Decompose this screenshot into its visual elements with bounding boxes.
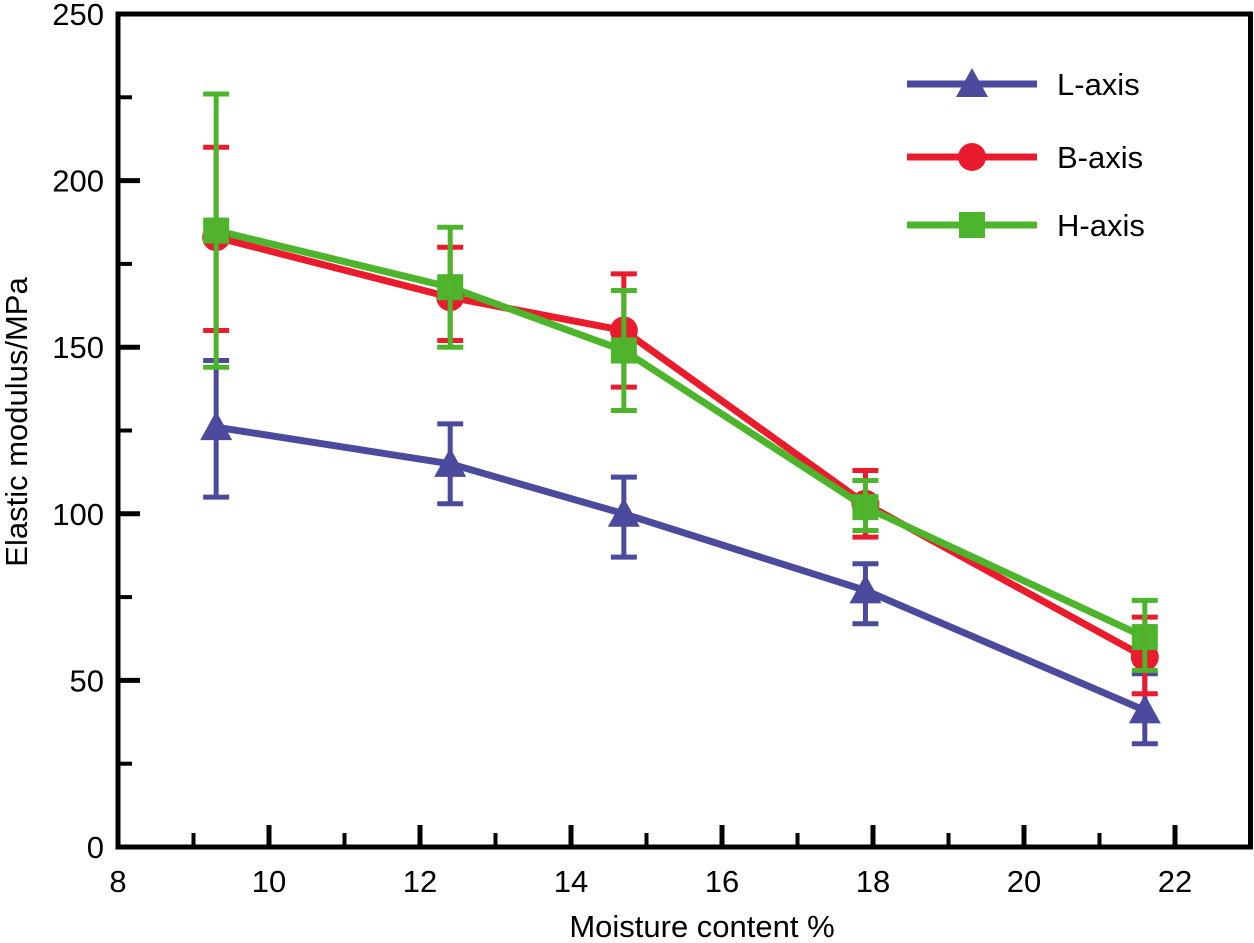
axis-tick-labels: 8 10 12 14 16 18 20 22 0 50 100 150 200 250 (52, 0, 1192, 899)
legend-item-H-axis: H-axis (907, 208, 1145, 243)
x-axis-title: Moisture content % (569, 909, 834, 943)
legend-marker-triangle (956, 68, 988, 97)
y-tick-label: 200 (52, 164, 104, 199)
x-tick-label: 20 (1007, 864, 1041, 899)
x-tick-label: 10 (252, 864, 286, 899)
x-tick-label: 8 (109, 864, 126, 899)
series-layer (200, 91, 1161, 747)
y-tick-label: 50 (70, 663, 104, 698)
legend: L-axis B-axis H-axis (907, 67, 1145, 243)
legend-marker-square (959, 212, 985, 238)
y-tick-label: 150 (52, 330, 104, 365)
series-errorbars-B-axis (203, 144, 1158, 697)
legend-label-B-axis: B-axis (1057, 140, 1143, 175)
plot-frame (115, 11, 1253, 850)
legend-label-L-axis: L-axis (1057, 67, 1140, 102)
y-tick-label: 0 (87, 830, 104, 865)
y-tick-label: 250 (52, 0, 104, 32)
x-tick-label: 18 (856, 864, 890, 899)
series-lines (215, 227, 1147, 714)
series-errorbars-L-axis (203, 358, 1158, 747)
x-tick-label: 16 (705, 864, 739, 899)
axis-ticks (115, 11, 1178, 850)
y-axis-title: Elastic modulus/MPa (0, 277, 34, 567)
x-tick-label: 12 (403, 864, 437, 899)
legend-item-B-axis: B-axis (907, 140, 1143, 175)
x-tick-label: 22 (1158, 864, 1192, 899)
legend-label-H-axis: H-axis (1057, 208, 1145, 243)
series-error-bars (203, 91, 1158, 747)
x-tick-label: 14 (554, 864, 588, 899)
series-markers-L-axis (200, 411, 1161, 724)
series-markers (200, 217, 1161, 724)
plot-border (115, 11, 1253, 850)
y-tick-label: 100 (52, 497, 104, 532)
series-errorbars-H-axis (203, 91, 1158, 673)
legend-marker-circle (958, 143, 986, 171)
series-line-H-axis (215, 227, 1147, 641)
legend-item-L-axis: L-axis (907, 67, 1140, 102)
